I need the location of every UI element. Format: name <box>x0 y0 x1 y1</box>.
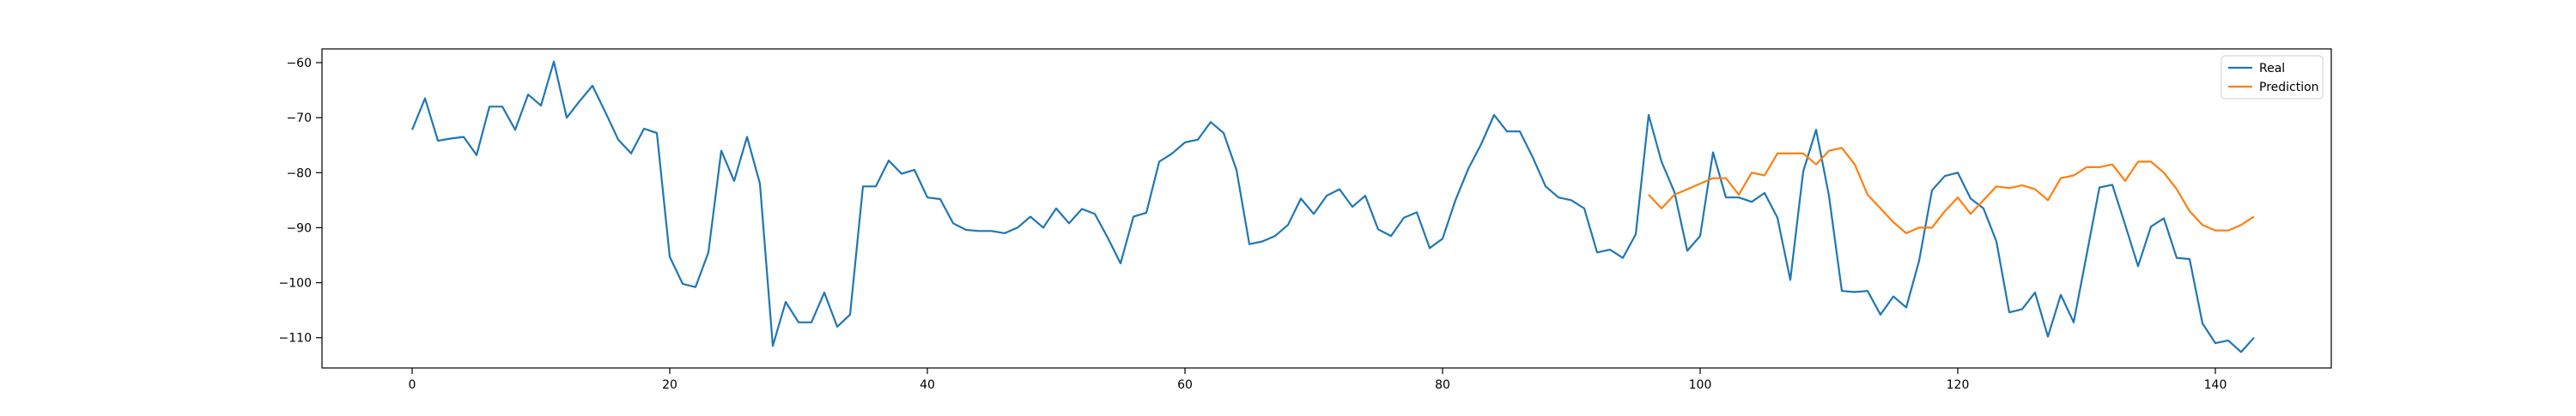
legend-box <box>2221 55 2324 99</box>
x-tick-label: 0 <box>409 378 416 392</box>
y-tick-label: −70 <box>286 112 312 125</box>
plot-frame <box>321 48 2332 369</box>
x-tick-label: 20 <box>662 378 677 392</box>
x-tick-label: 60 <box>1177 378 1193 392</box>
y-tick-label: −90 <box>286 221 312 235</box>
legend-label-prediction: Prediction <box>2259 81 2319 94</box>
x-tick-label: 80 <box>1435 378 1450 392</box>
x-tick-label: 140 <box>2204 378 2227 392</box>
legend: Real Prediction <box>2221 55 2324 99</box>
y-tick-label: −60 <box>286 57 312 70</box>
x-tick-label: 120 <box>1947 378 1970 392</box>
plot-lines <box>410 60 2255 353</box>
series-line-prediction <box>1648 147 2255 234</box>
x-tick-label: 40 <box>920 378 935 392</box>
y-tick-label: −100 <box>279 277 312 291</box>
y-axis: −60 −70 −80 −90 −100 −110 <box>279 57 322 346</box>
x-axis: 0 20 40 60 80 100 120 140 <box>409 368 2227 392</box>
legend-label-real: Real <box>2259 62 2285 75</box>
y-tick-label: −80 <box>286 166 312 180</box>
x-tick-label: 100 <box>1689 378 1712 392</box>
y-tick-label: −110 <box>279 332 312 346</box>
series-line-real <box>410 60 2255 353</box>
